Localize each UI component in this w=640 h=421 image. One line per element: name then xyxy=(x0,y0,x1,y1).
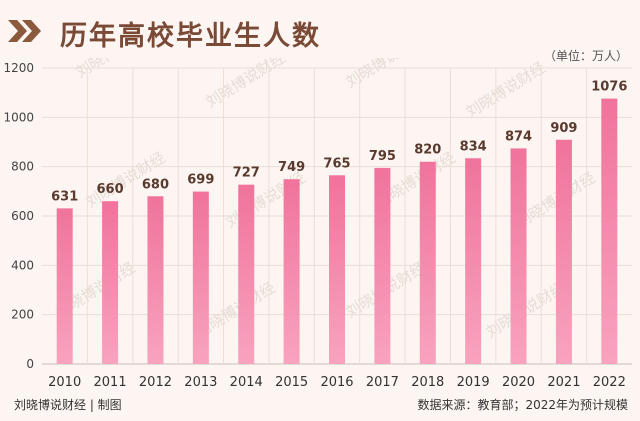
y-tick-label: 0 xyxy=(26,357,34,371)
bar-2015 xyxy=(283,179,300,364)
x-tick-label: 2018 xyxy=(411,375,444,390)
x-tick-label: 2022 xyxy=(593,375,626,390)
x-tick-label: 2010 xyxy=(48,375,81,390)
bar-2020 xyxy=(510,148,527,364)
unit-label: （单位：万人） xyxy=(543,49,628,63)
data-label-2013: 699 xyxy=(187,173,214,188)
data-label-2021: 909 xyxy=(550,121,577,136)
bar-2010 xyxy=(56,208,73,364)
header: 历年高校毕业生人数 （单位：万人） xyxy=(0,0,640,63)
bar-2013 xyxy=(192,191,209,364)
data-label-2017: 795 xyxy=(369,149,396,164)
bar-2017 xyxy=(374,167,391,364)
bar-2011 xyxy=(102,201,119,364)
x-tick-label: 2016 xyxy=(320,375,353,390)
y-tick-label: 1200 xyxy=(3,61,34,75)
data-label-2022: 1076 xyxy=(591,80,627,95)
y-tick-label: 400 xyxy=(11,258,34,272)
data-label-2011: 660 xyxy=(97,182,124,197)
footer-credit: 刘晓博说财经 | 制图 xyxy=(14,398,122,412)
y-tick-label: 200 xyxy=(11,308,34,322)
data-label-2016: 765 xyxy=(323,156,350,171)
watermark-text: 刘晓博说财经 xyxy=(73,58,159,81)
data-label-2019: 834 xyxy=(460,139,487,154)
data-label-2014: 727 xyxy=(233,166,260,181)
x-tick-label: 2013 xyxy=(184,375,217,390)
bar-2022 xyxy=(601,98,618,364)
bar-2021 xyxy=(555,139,572,364)
watermark-text: 刘晓博说财经 xyxy=(343,58,429,91)
y-axis-ticks: 0 200 400 600 800 1000 1200 xyxy=(3,61,34,371)
y-tick-label: 1000 xyxy=(3,110,34,124)
x-tick-label: 2012 xyxy=(139,375,172,390)
data-label-2015: 749 xyxy=(278,160,305,175)
footer-source: 数据来源：教育部；2022年为预计规模 xyxy=(417,398,628,412)
chevron-decoration-icon xyxy=(8,20,41,42)
page-title: 历年高校毕业生人数 xyxy=(60,21,321,52)
data-labels: 631 660 680 699 727 749 765 795 820 834 874 909 1076 xyxy=(51,80,627,205)
x-tick-label: 2015 xyxy=(275,375,308,390)
data-label-2018: 820 xyxy=(414,143,441,158)
bar-2018 xyxy=(419,161,436,364)
chart-bars xyxy=(56,98,618,364)
x-tick-label: 2017 xyxy=(366,375,399,390)
x-tick-label: 2019 xyxy=(457,375,490,390)
watermark-text: 刘晓博说财经 xyxy=(203,58,289,111)
bar-2019 xyxy=(465,158,482,364)
data-label-2012: 680 xyxy=(142,177,169,192)
y-tick-label: 800 xyxy=(11,160,34,174)
bar-2012 xyxy=(147,196,164,364)
bar-2014 xyxy=(238,184,255,364)
data-label-2020: 874 xyxy=(505,129,532,144)
data-label-2010: 631 xyxy=(51,189,78,204)
x-tick-label: 2014 xyxy=(230,375,263,390)
bar-2016 xyxy=(329,175,345,364)
x-tick-label: 2021 xyxy=(547,375,580,390)
x-tick-label: 2011 xyxy=(94,375,127,390)
x-axis-ticks: 2010 2011 2012 2013 2014 2015 2016 2017 2018 2019… xyxy=(48,375,626,390)
x-tick-label: 2020 xyxy=(502,375,535,390)
y-tick-label: 600 xyxy=(11,209,34,223)
